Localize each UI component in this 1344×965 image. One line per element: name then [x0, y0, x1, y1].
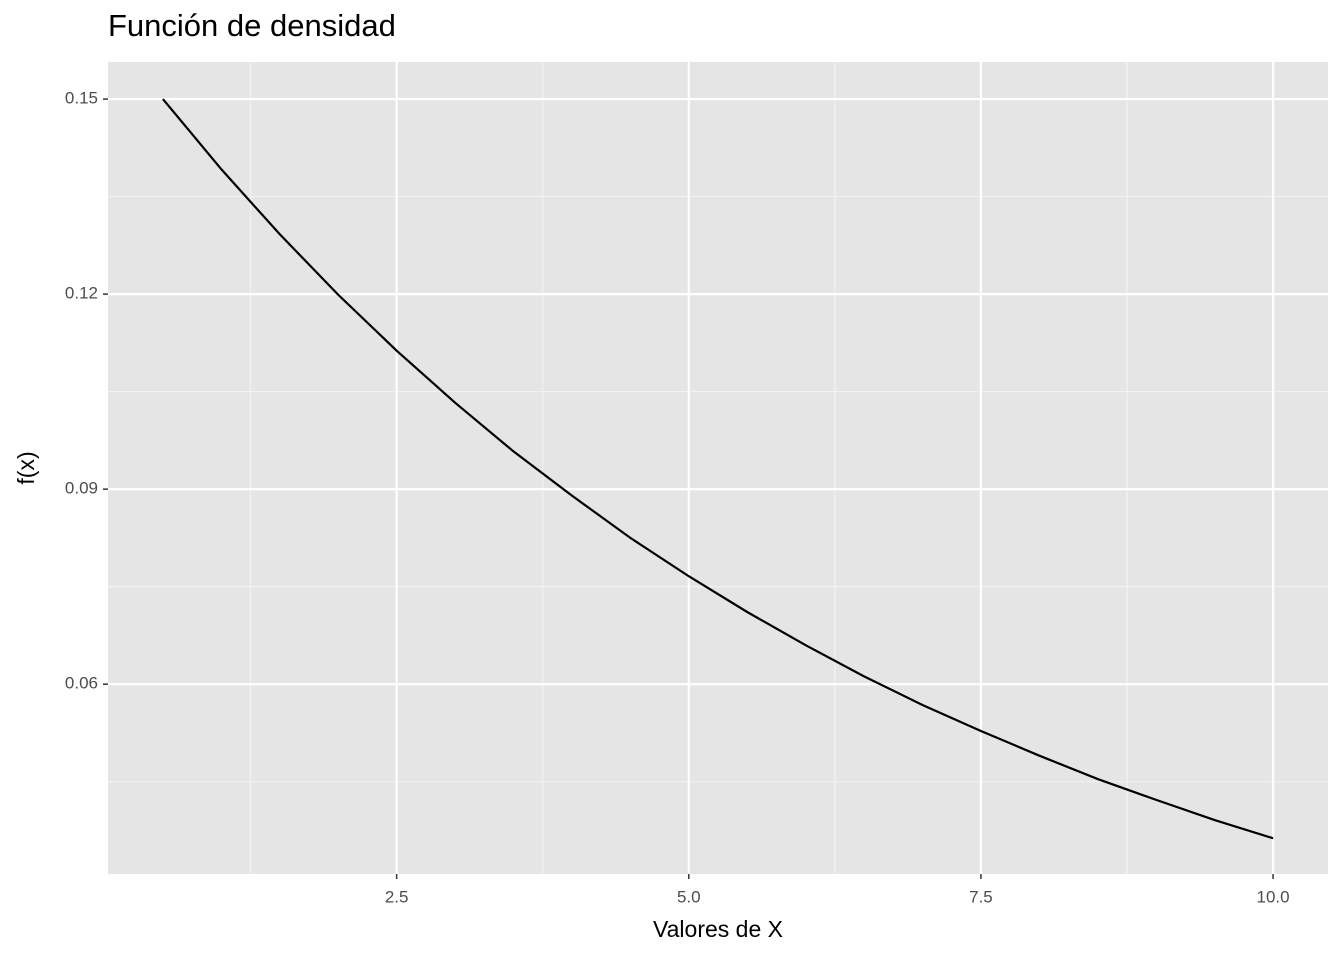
panel [108, 62, 1328, 874]
chart-title: Función de densidad [108, 8, 396, 43]
x-tick-label: 5.0 [677, 887, 701, 906]
y-axis-label: f(x) [13, 451, 39, 484]
y-tick-label: 0.06 [65, 674, 98, 693]
x-tick-label: 2.5 [385, 887, 409, 906]
line [162, 98, 1274, 840]
y-tick-label: 0.09 [65, 479, 98, 498]
y-tick-label: 0.12 [65, 284, 98, 303]
x-tick-label: 10.0 [1257, 887, 1290, 906]
x-axis-label: Valores de X [653, 916, 783, 942]
x-tick-label: 7.5 [969, 887, 993, 906]
grid [108, 62, 1328, 874]
y-tick-label: 0.15 [65, 89, 98, 108]
